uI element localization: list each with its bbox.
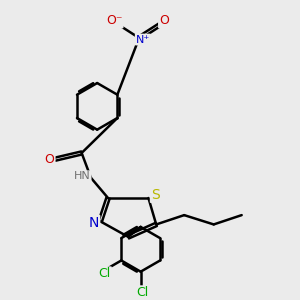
Text: Cl: Cl bbox=[136, 286, 148, 299]
Text: HN: HN bbox=[74, 171, 91, 181]
Text: Cl: Cl bbox=[99, 267, 111, 280]
Text: N: N bbox=[89, 216, 99, 230]
Text: O⁻: O⁻ bbox=[106, 14, 122, 27]
Text: O: O bbox=[45, 153, 55, 166]
Text: N⁺: N⁺ bbox=[136, 34, 150, 44]
Text: O: O bbox=[159, 14, 169, 27]
Text: S: S bbox=[151, 188, 160, 202]
